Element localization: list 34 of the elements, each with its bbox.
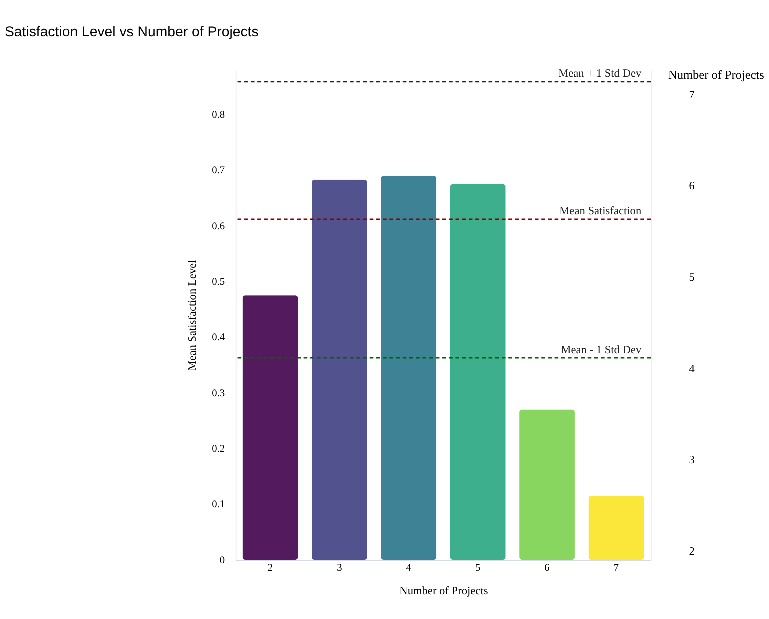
x-tick-label: 3 xyxy=(337,562,342,574)
y2-tick-label: 5 xyxy=(689,272,696,284)
y-tick-label: 0.3 xyxy=(212,388,226,400)
y-tick-label: 0.2 xyxy=(212,444,226,455)
chart-title: Satisfaction Level vs Number of Projects xyxy=(4,24,259,40)
x-axis-title: Number of Projects xyxy=(400,585,488,598)
bar xyxy=(520,410,575,560)
x-tick-label: 5 xyxy=(475,562,481,574)
y-tick-label: 0.5 xyxy=(212,277,226,288)
ref-line-label: Mean + 1 Std Dev xyxy=(558,68,642,80)
ref-line-label: Mean - 1 Std Dev xyxy=(561,344,642,356)
x-tick-label: 6 xyxy=(544,562,550,574)
y-tick-label: 0.4 xyxy=(212,332,226,344)
y-tick-label: 0 xyxy=(220,555,226,566)
y-tick-label: 0.6 xyxy=(212,221,226,232)
y-tick-label: 0.7 xyxy=(212,166,226,177)
y2-tick-label: 3 xyxy=(689,454,696,467)
bar xyxy=(450,184,506,560)
y-tick-label: 0.1 xyxy=(212,500,226,511)
x-tick-label: 7 xyxy=(614,562,620,574)
y2-tick-label: 4 xyxy=(689,363,696,376)
y2-axis-title: Number of Projects xyxy=(668,68,765,82)
y2-tick-label: 6 xyxy=(689,180,696,193)
bar xyxy=(588,496,644,560)
bar xyxy=(312,180,368,560)
y2-tick-label: 7 xyxy=(689,89,696,102)
bar xyxy=(381,176,437,560)
y-axis-title: Mean Satisfaction Level xyxy=(187,260,200,371)
ref-line-label: Mean Satisfaction xyxy=(560,206,642,218)
y-tick-label: 0.8 xyxy=(212,110,226,122)
x-tick-label: 4 xyxy=(406,562,412,574)
y2-tick-label: 2 xyxy=(689,546,696,558)
bar xyxy=(242,296,298,560)
x-tick-label: 2 xyxy=(268,562,274,574)
